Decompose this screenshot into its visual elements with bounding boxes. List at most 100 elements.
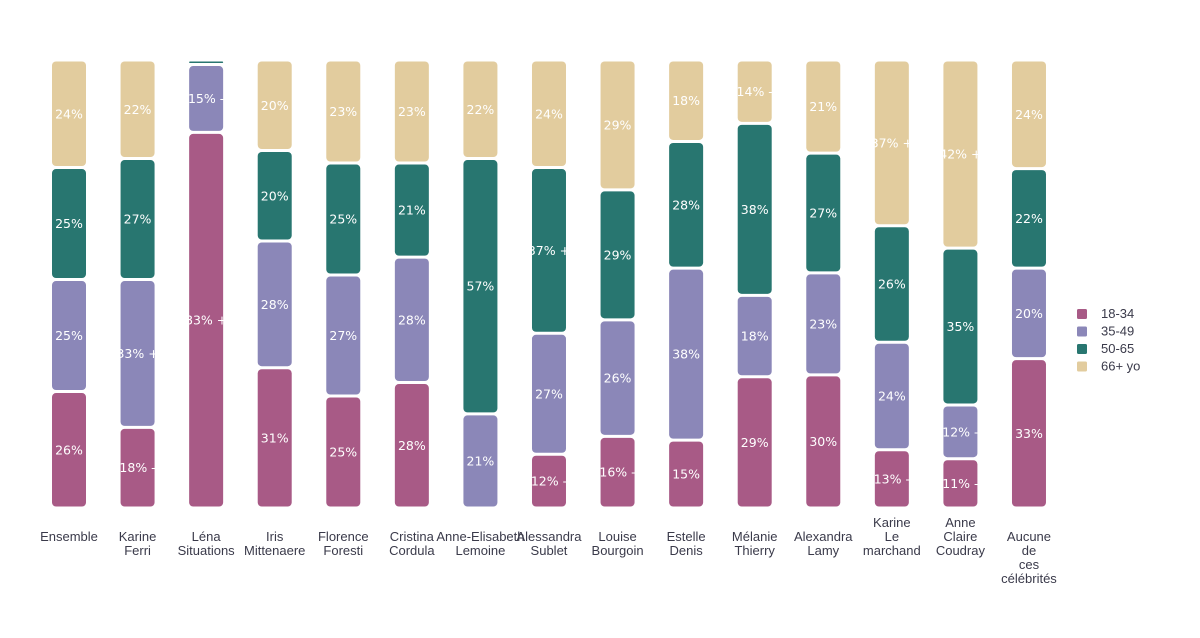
bar-iris-mittenaere-50-65 [257,152,292,240]
bar-louise-bourgoin-35-49 [600,321,635,435]
bar-aucune-de-ces-celebrites-50-65-label: 22% [1015,211,1043,226]
bar-iris-mittenaere-18-34-label: 31% [261,430,289,445]
bar-melanie-thierry-18-34-label: 29% [741,435,769,450]
bar-estelle-denis-50-65-label: 28% [672,197,700,212]
bar-iris-mittenaere-66-yo [257,61,292,150]
bar-estelle-denis-35-49-label: 38% [672,347,700,362]
bar-alessandra-sublet-66-yo-label: 24% [535,106,563,121]
bar-karine-le-marchand-18-34 [874,451,909,507]
bar-alexandra-lamy-50-65 [806,154,841,272]
bar-cristina-cordula-66-yo-label: 23% [398,104,426,119]
bar-melanie-thierry-66-yo [737,61,772,122]
bar-ensemble-35-49-label: 25% [55,328,83,343]
bar-karine-le-marchand-50-65-label: 26% [878,277,906,292]
bar-estelle-denis-66-yo-label: 18% [672,93,700,108]
bar-alessandra-sublet-50-65 [531,169,566,332]
bar-aucune-de-ces-celebrites-66-yo-label: 24% [1015,107,1043,122]
category-label-karine-le-marchand-line-3: marchand [863,543,921,558]
bar-cristina-cordula-18-34 [394,384,429,507]
bar-estelle-denis-18-34 [669,441,704,507]
bar-ensemble-35-49 [52,281,86,391]
bar-aucune-de-ces-celebrites-50-65 [1011,170,1046,267]
category-label-estelle-denis-line-2: Denis [670,543,704,558]
category-label-aucune-de-ces-celebrites-line-1: Aucune [1007,529,1051,544]
segment-labels-group: 26% 25% 25% 24% 18% - 33% + 27% 22% 83% + 15% - 31… [55,84,1043,491]
bar-aucune-de-ces-celebrites-35-49-label: 20% [1015,306,1043,321]
legend-label-50-65: 50-65 [1101,341,1134,356]
category-label-louise-bourgoin-line-1: Louise [598,529,636,544]
bar-cristina-cordula-50-65 [394,164,429,256]
bar-lena-situations-18-34 [189,133,224,507]
bar-estelle-denis-18-34-label: 15% [672,467,700,482]
bar-iris-mittenaere-35-49-label: 28% [261,297,289,312]
bar-melanie-thierry-35-49-label: 18% [741,329,769,344]
bar-louise-bourgoin-66-yo-label: 29% [604,117,632,132]
bar-estelle-denis-66-yo [669,61,704,140]
category-label-ensemble-line-1: Ensemble [40,529,98,544]
category-label-karine-ferri-line-1: Karine [119,529,157,544]
bar-karine-le-marchand-35-49-label: 24% [878,389,906,404]
bar-anne-elisabeth-lemoine-35-49-label: 21% [467,453,495,468]
bar-anne-elisabeth-lemoine-50-65 [463,160,498,413]
bar-alexandra-lamy-66-yo-label: 21% [809,99,837,114]
bar-karine-le-marchand-66-yo [874,61,909,225]
bar-louise-bourgoin-66-yo [600,61,635,189]
category-label-anne-claire-coudray-line-3: Coudray [936,543,986,558]
bar-iris-mittenaere-66-yo-label: 20% [261,98,289,113]
bar-florence-foresti-18-34 [326,397,361,507]
bar-iris-mittenaere-35-49 [257,242,292,367]
bar-estelle-denis-35-49 [669,269,704,439]
bar-alexandra-lamy-18-34-label: 30% [809,434,837,449]
legend-swatch-66-yo [1077,361,1087,372]
bar-melanie-thierry-66-yo-label: 14% - [737,84,773,99]
bar-aucune-de-ces-celebrites-18-34-label: 33% [1015,426,1043,441]
bar-karine-ferri-66-yo-label: 22% [124,102,152,117]
bar-cristina-cordula-35-49-label: 28% [398,312,426,327]
bar-cristina-cordula-18-34-label: 28% [398,438,426,453]
category-label-alexandra-lamy-line-2: Lamy [807,543,839,558]
bar-anne-claire-coudray-35-49 [943,406,978,458]
bar-alexandra-lamy-35-49-label: 23% [809,316,837,331]
legend-label-18-34: 18-34 [1101,306,1134,321]
legend-label-66-yo: 66+ yo [1101,359,1140,374]
category-label-iris-mittenaere-line-1: Iris [266,529,284,544]
bar-estelle-denis-50-65 [669,142,704,267]
bar-cristina-cordula-35-49 [394,258,429,382]
category-label-lena-situations-line-1: Léna [192,529,222,544]
bar-anne-elisabeth-lemoine-50-65-label: 57% [467,279,495,294]
category-label-anne-claire-coudray-line-2: Claire [943,529,977,544]
bar-ensemble-18-34 [52,393,86,507]
category-label-aucune-de-ces-celebrites-line-2: de [1022,543,1036,558]
bar-aucune-de-ces-celebrites-66-yo [1011,61,1046,168]
bar-ensemble-50-65-label: 25% [55,216,83,231]
bar-louise-bourgoin-50-65-label: 29% [604,247,632,262]
bar-alexandra-lamy-50-65-label: 27% [809,206,837,221]
bar-aucune-de-ces-celebrites-18-34 [1011,360,1046,507]
category-label-alexandra-lamy-line-1: Alexandra [794,529,853,544]
bar-anne-claire-coudray-18-34-label: 11% - [942,476,978,491]
category-label-cristina-cordula-line-1: Cristina [390,529,435,544]
bar-iris-mittenaere-50-65-label: 20% [261,188,289,203]
bar-melanie-thierry-50-65-label: 38% [741,202,769,217]
bar-anne-elisabeth-lemoine-66-yo-label: 22% [467,102,495,117]
bar-anne-claire-coudray-66-yo-label: 42% + [939,147,981,162]
category-label-alessandra-sublet-line-1: Alessandra [516,529,582,544]
bar-louise-bourgoin-50-65 [600,191,635,319]
bar-anne-elisabeth-lemoine-66-yo [463,61,498,158]
bar-alessandra-sublet-35-49 [531,334,566,453]
bar-louise-bourgoin-35-49-label: 26% [604,371,632,386]
legend-swatch-35-49 [1077,326,1087,337]
bar-lena-situations-50-65 [189,61,224,64]
category-label-melanie-thierry-line-1: Mélanie [732,529,778,544]
bar-iris-mittenaere-18-34 [257,369,292,507]
bar-alessandra-sublet-18-34 [531,455,566,507]
category-label-anne-elisabeth-lemoine-line-1: Anne-Elisabeth [436,529,524,544]
category-label-lena-situations-line-2: Situations [178,543,236,558]
category-label-anne-elisabeth-lemoine-line-2: Lemoine [455,543,505,558]
bar-melanie-thierry-35-49 [737,296,772,376]
bar-melanie-thierry-18-34 [737,378,772,507]
bar-anne-claire-coudray-18-34 [943,460,978,507]
bar-karine-ferri-50-65-label: 27% [124,212,152,227]
bar-ensemble-66-yo-label: 24% [55,106,83,121]
category-label-alessandra-sublet-line-2: Sublet [531,543,568,558]
